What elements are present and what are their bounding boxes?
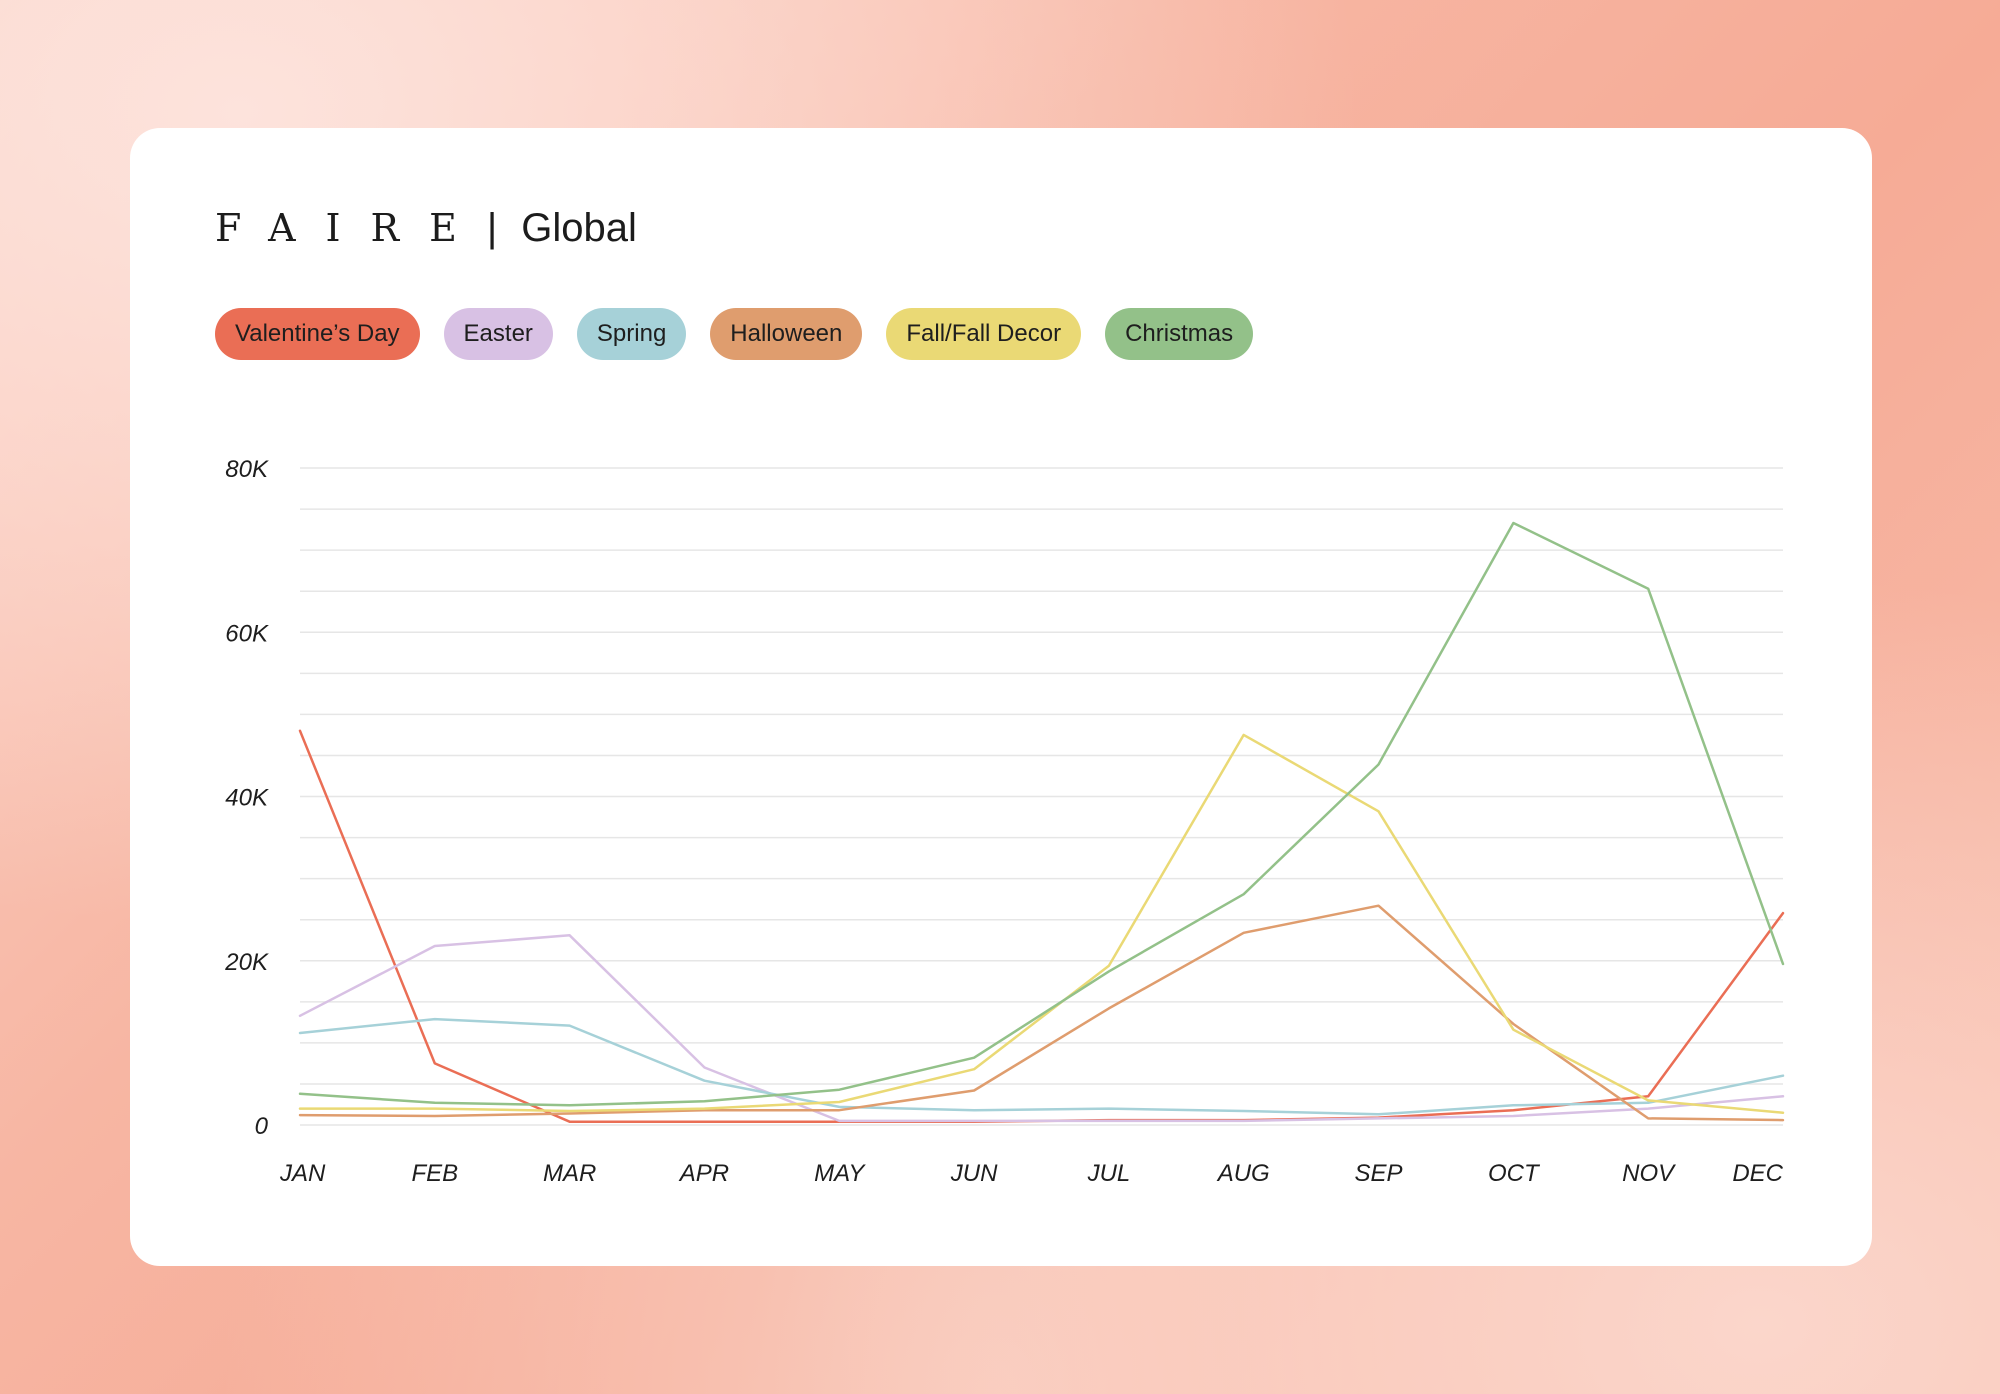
x-tick-label: JAN [279,1160,326,1187]
y-axis-ticks: 0 20K 40K 60K 80K [224,456,269,1140]
faire-logo: FAIRE [215,206,487,250]
x-tick-label: APR [678,1160,729,1187]
series-line-halloween [298,904,1785,1122]
x-tick-label: FEB [411,1160,458,1187]
series-line-fall-fall-decor [298,733,1785,1114]
x-tick-label: DEC [1732,1160,1783,1187]
x-tick-label: NOV [1622,1160,1676,1187]
legend-item-halloween[interactable]: Halloween [710,308,863,360]
y-tick-label: 0 [255,1113,269,1140]
legend-item-valentines-day[interactable]: Valentine’s Day [215,308,420,360]
series-line-christmas [298,521,1785,1107]
x-tick-label: JUL [1087,1160,1131,1187]
gridlines [300,467,1783,1126]
brand-header: FAIRE | Global [215,198,637,258]
x-tick-label: SEP [1355,1160,1403,1187]
legend-item-christmas[interactable]: Christmas [1105,308,1254,360]
x-tick-label: OCT [1488,1160,1541,1187]
legend-item-easter[interactable]: Easter [443,308,553,360]
region-title: Global [521,206,637,250]
x-tick-label: MAR [543,1160,596,1187]
series-line-spring [298,1017,1785,1116]
y-tick-label: 60K [225,620,269,647]
chart-card: FAIRE | Global Valentine’s Day Easter Sp… [130,128,1872,1266]
legend-item-fall-decor[interactable]: Fall/Fall Decor [886,308,1082,360]
legend: Valentine’s Day Easter Spring Halloween … [215,308,1254,360]
line-chart: 0 20K 40K 60K 80K JAN FEB MAR APR MAY JUN JUL AUG SE… [224,456,1785,1187]
x-tick-label: JUN [950,1160,998,1187]
x-tick-label: AUG [1216,1160,1270,1187]
y-tick-label: 40K [225,785,269,812]
x-tick-label: MAY [814,1160,866,1187]
x-axis-ticks: JAN FEB MAR APR MAY JUN JUL AUG SEP OCT NOV DEC [279,1160,1784,1187]
y-tick-label: 80K [225,456,269,483]
series-line-easter [298,934,1785,1123]
series-lines [298,521,1785,1123]
legend-item-spring[interactable]: Spring [576,308,687,360]
series-line-valentine-s-day [298,729,1785,1123]
y-tick-label: 20K [224,949,269,976]
brand-separator: | [486,206,498,250]
